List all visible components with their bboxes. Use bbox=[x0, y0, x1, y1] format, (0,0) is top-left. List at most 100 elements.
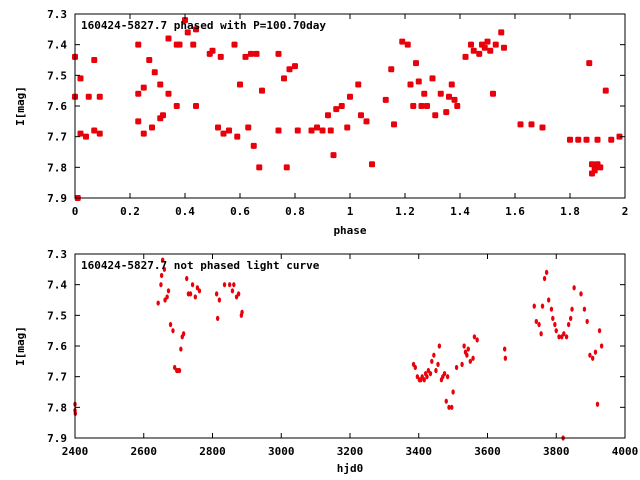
x-tick-label: 0.8 bbox=[285, 205, 305, 218]
data-point bbox=[528, 121, 535, 128]
data-point bbox=[557, 334, 561, 340]
data-point bbox=[209, 47, 216, 54]
data-point bbox=[434, 367, 438, 374]
data-point bbox=[168, 321, 173, 328]
data-point bbox=[608, 136, 615, 143]
data-point bbox=[286, 66, 293, 73]
data-point bbox=[190, 41, 197, 48]
data-point bbox=[281, 75, 287, 82]
data-point bbox=[436, 361, 440, 367]
data-point bbox=[443, 109, 450, 116]
y-tick-label: 7.4 bbox=[47, 279, 67, 292]
data-point bbox=[182, 17, 188, 24]
unphased-x-axis-label: hjd0 bbox=[337, 462, 364, 475]
data-point bbox=[428, 371, 433, 377]
data-point bbox=[444, 398, 448, 404]
data-point bbox=[404, 41, 411, 48]
y-tick-label: 7.7 bbox=[47, 131, 67, 144]
data-point bbox=[537, 321, 541, 328]
data-point bbox=[501, 44, 507, 51]
x-tick-label: 1.6 bbox=[505, 205, 525, 218]
data-point bbox=[551, 315, 555, 321]
data-point bbox=[562, 331, 566, 337]
data-point bbox=[166, 288, 171, 294]
data-point bbox=[593, 349, 598, 355]
data-point bbox=[599, 343, 604, 349]
phased-plot-frame bbox=[74, 13, 626, 199]
data-point bbox=[462, 53, 469, 60]
data-point bbox=[193, 294, 198, 300]
data-point bbox=[181, 331, 186, 337]
data-point bbox=[490, 90, 496, 97]
y-tick-label: 7.3 bbox=[47, 8, 67, 21]
data-point bbox=[240, 309, 244, 315]
data-point bbox=[283, 164, 290, 171]
data-point bbox=[407, 81, 414, 88]
data-point bbox=[292, 63, 298, 70]
data-point bbox=[151, 69, 158, 76]
data-point bbox=[468, 41, 474, 48]
data-point bbox=[424, 103, 430, 109]
x-tick-label: 3000 bbox=[268, 445, 295, 458]
data-point bbox=[446, 93, 452, 100]
data-point bbox=[542, 275, 547, 282]
unphased-axis-ticks: 2400 2600 2800 3000 3200 3400 3600 3800 4000 7.3 7… bbox=[47, 248, 638, 458]
data-point bbox=[588, 352, 592, 358]
data-point bbox=[502, 346, 507, 352]
data-point bbox=[421, 90, 428, 97]
data-point bbox=[215, 315, 220, 321]
data-point bbox=[217, 53, 224, 60]
data-point bbox=[327, 127, 334, 134]
data-point bbox=[171, 328, 175, 334]
phased-chart-title: 160424-5827.7 phased with P=100.70day bbox=[81, 19, 326, 32]
y-tick-label: 7.9 bbox=[47, 432, 67, 445]
x-tick-label: 3400 bbox=[406, 445, 433, 458]
data-point bbox=[250, 142, 257, 149]
data-point bbox=[484, 38, 491, 45]
data-point bbox=[487, 47, 494, 54]
data-point bbox=[185, 275, 189, 282]
data-point bbox=[532, 303, 536, 309]
phased-axis-ticks: 0 0.2 0.4 0.6 0.8 1 1.2 1.4 1.6 1.8 2 7.3 7.4 7.5 7.6 7… bbox=[47, 8, 628, 218]
data-point bbox=[575, 136, 582, 143]
data-point bbox=[391, 121, 397, 128]
data-point bbox=[215, 124, 221, 131]
data-point bbox=[294, 127, 301, 134]
data-point bbox=[472, 334, 477, 340]
data-point bbox=[237, 81, 243, 88]
data-point bbox=[597, 328, 602, 334]
x-tick-label: 0.6 bbox=[230, 205, 250, 218]
data-point bbox=[492, 41, 499, 48]
x-tick-label: 0.2 bbox=[120, 205, 140, 218]
data-point bbox=[314, 124, 320, 131]
data-point bbox=[319, 127, 326, 134]
data-point bbox=[465, 352, 469, 358]
data-point bbox=[450, 404, 454, 410]
phased-y-axis-label: I[mag] bbox=[14, 86, 27, 126]
data-point bbox=[165, 35, 172, 42]
data-point bbox=[451, 389, 455, 395]
data-point bbox=[231, 41, 238, 48]
data-point bbox=[454, 364, 459, 371]
data-point bbox=[363, 118, 370, 125]
data-point bbox=[91, 57, 98, 63]
data-point bbox=[534, 318, 539, 325]
data-point bbox=[570, 306, 574, 312]
data-point bbox=[567, 136, 573, 143]
data-point bbox=[539, 331, 543, 337]
x-tick-label: 2 bbox=[622, 205, 629, 218]
data-point bbox=[553, 321, 557, 328]
data-point bbox=[460, 361, 464, 367]
data-point bbox=[193, 26, 199, 33]
unphased-y-axis-label: I[mag] bbox=[14, 326, 27, 366]
x-tick-label: 1.2 bbox=[395, 205, 415, 218]
x-tick-label: 1 bbox=[347, 205, 354, 218]
data-point bbox=[432, 352, 436, 358]
data-point bbox=[159, 282, 163, 288]
data-point bbox=[227, 282, 232, 288]
data-point bbox=[156, 300, 160, 306]
data-point bbox=[590, 355, 595, 361]
data-point bbox=[579, 291, 583, 297]
x-tick-label: 3800 bbox=[543, 445, 570, 458]
data-point bbox=[222, 282, 227, 288]
